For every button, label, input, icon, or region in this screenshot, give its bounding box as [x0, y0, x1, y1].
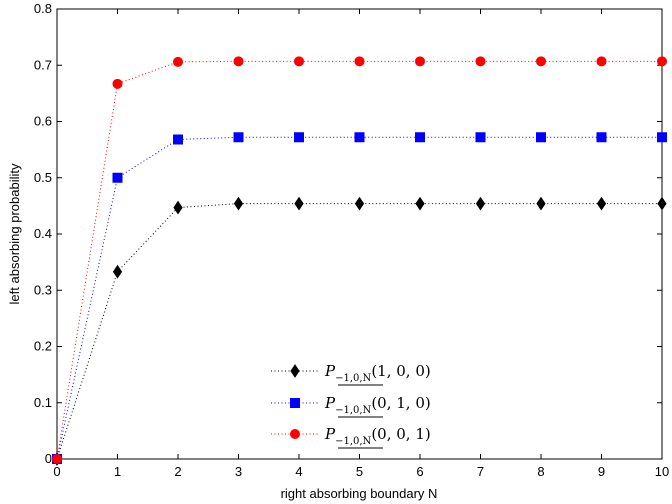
- plot-area: [56, 8, 663, 460]
- y-tick-label: 0.4: [34, 226, 52, 241]
- series-2: [52, 56, 667, 464]
- data-point: [596, 196, 607, 211]
- y-tick-label: 0.3: [34, 282, 52, 297]
- x-tick-label: 6: [416, 464, 423, 479]
- data-point: [657, 132, 667, 143]
- data-point: [475, 56, 486, 67]
- y-tick-label: 0.5: [34, 170, 52, 185]
- legend-label-base: P: [324, 362, 336, 380]
- y-tick-label: 0.1: [34, 395, 52, 410]
- legend-label-base: P: [324, 425, 336, 443]
- y-tick-label: 0.2: [34, 339, 52, 354]
- x-tick-label: 8: [537, 464, 544, 479]
- y-tick-label: 0: [45, 451, 52, 466]
- legend-marker: [290, 364, 300, 378]
- series-line: [56, 203, 662, 460]
- data-point: [657, 196, 667, 211]
- data-point: [233, 132, 244, 143]
- data-point: [233, 56, 244, 67]
- x-tick-label: 10: [655, 464, 669, 479]
- data-point: [536, 132, 546, 143]
- y-axis-label: left absorbing probability: [7, 163, 22, 304]
- legend-entry-1: P−1,0,N(0, 1, 0): [271, 394, 431, 418]
- legend-label-args: (0, 1, 0): [371, 394, 430, 412]
- data-point: [596, 132, 607, 143]
- legend-label-subscript: −1,0,N: [335, 405, 371, 416]
- data-point: [233, 196, 244, 211]
- legend-label: P−1,0,N(1, 0, 0): [324, 362, 431, 384]
- x-tick-label: 1: [114, 464, 121, 479]
- y-tick-label: 0.7: [34, 57, 52, 72]
- x-tick-label: 5: [356, 464, 363, 479]
- series-layer: [52, 56, 667, 466]
- legend-label: P−1,0,N(0, 1, 0): [324, 394, 431, 416]
- data-point: [475, 196, 486, 211]
- legend-entry-0: P−1,0,N(1, 0, 0): [271, 362, 431, 386]
- data-point: [173, 134, 183, 145]
- data-point: [354, 196, 365, 211]
- legend-label-subscript: −1,0,N: [335, 436, 371, 447]
- x-tick-label: 7: [477, 464, 484, 479]
- data-point: [52, 454, 62, 464]
- data-point: [415, 132, 425, 143]
- legend-marker: [290, 429, 300, 439]
- x-tick-label: 4: [295, 464, 302, 479]
- legend-label-base: P: [324, 394, 336, 412]
- data-point: [112, 264, 123, 279]
- data-point: [354, 56, 365, 67]
- legend-marker: [290, 398, 300, 408]
- legend-entry-2: P−1,0,N(0, 0, 1): [271, 425, 431, 449]
- x-axis-label: right absorbing boundary N: [281, 486, 438, 501]
- data-point: [294, 56, 304, 67]
- x-tick-label: 0: [53, 464, 60, 479]
- data-point: [112, 78, 123, 89]
- x-tick-label: 9: [598, 464, 605, 479]
- data-point: [354, 132, 365, 143]
- series-line: [56, 136, 662, 460]
- data-point: [536, 196, 546, 211]
- data-point: [294, 196, 304, 211]
- y-tick-label: 0.6: [34, 114, 52, 129]
- legend: P−1,0,N(1, 0, 0)P−1,0,N(0, 1, 0)P−1,0,N(…: [271, 362, 431, 449]
- legend-label-args: (1, 0, 0): [371, 362, 430, 380]
- data-point: [596, 56, 607, 67]
- y-tick-label: 0.8: [34, 1, 52, 16]
- data-point: [475, 132, 486, 143]
- data-point: [415, 196, 425, 211]
- data-point: [657, 56, 667, 67]
- data-point: [294, 132, 304, 143]
- legend-label-args: (0, 0, 1): [371, 425, 430, 443]
- x-tick-label: 2: [174, 464, 181, 479]
- axis-ticks: 0 1 2 3 4 5 6 7 8 9 10 0 0.1 0.2 0.3 0.4 0.5 0.6 0.7 0.8: [34, 1, 669, 479]
- data-point: [536, 56, 546, 67]
- x-tick-label: 3: [235, 464, 242, 479]
- data-point: [173, 56, 183, 67]
- data-point: [415, 56, 425, 67]
- data-point: [173, 200, 183, 215]
- legend-label: P−1,0,N(0, 0, 1): [324, 425, 431, 447]
- legend-label-subscript: −1,0,N: [335, 373, 371, 384]
- data-point: [112, 172, 123, 183]
